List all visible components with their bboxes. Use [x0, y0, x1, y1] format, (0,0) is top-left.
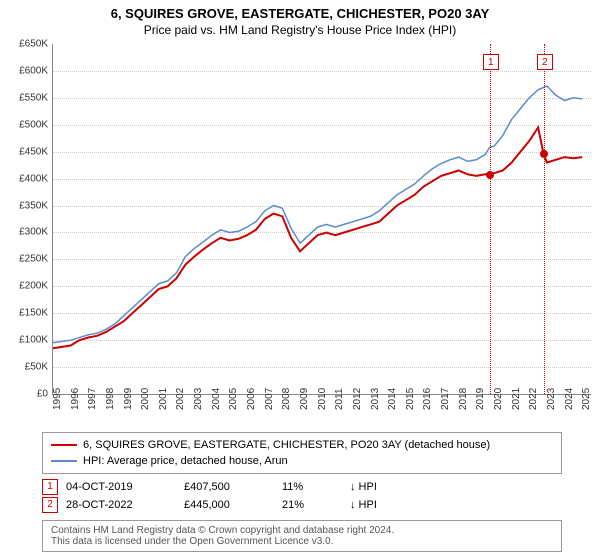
event-marker-line	[544, 44, 545, 394]
event-marker-2: 2	[42, 497, 58, 513]
y-axis-label: £650K	[0, 39, 48, 50]
x-axis-label: 1999	[123, 388, 134, 410]
x-axis-label: 2000	[140, 388, 151, 410]
event-price-1: £407,500	[184, 478, 274, 496]
x-axis-label: 2016	[422, 388, 433, 410]
x-axis-label: 2025	[581, 388, 592, 410]
x-axis-label: 2008	[281, 388, 292, 410]
x-axis-label: 2001	[158, 388, 169, 410]
x-axis-label: 2018	[458, 388, 469, 410]
event-row-1: 1 04-OCT-2019 £407,500 11% ↓ HPI	[42, 478, 562, 496]
legend-box: 6, SQUIRES GROVE, EASTERGATE, CHICHESTER…	[42, 432, 562, 474]
x-axis-label: 2020	[493, 388, 504, 410]
y-axis-label: £300K	[0, 227, 48, 238]
x-axis-label: 2002	[175, 388, 186, 410]
event-marker-box: 2	[537, 54, 553, 70]
event-marker-dot	[540, 150, 548, 158]
x-axis-label: 2014	[387, 388, 398, 410]
x-axis-label: 2011	[334, 388, 345, 410]
x-axis-label: 2007	[264, 388, 275, 410]
legend-swatch-2	[51, 460, 77, 462]
x-axis-label: 2015	[405, 388, 416, 410]
event-table: 1 04-OCT-2019 £407,500 11% ↓ HPI 2 28-OC…	[42, 478, 562, 514]
legend-swatch-1	[51, 444, 77, 446]
y-axis-label: £250K	[0, 254, 48, 265]
event-date-2: 28-OCT-2022	[66, 496, 176, 514]
event-marker-dot	[486, 171, 494, 179]
y-axis-label: £450K	[0, 146, 48, 157]
event-price-2: £445,000	[184, 496, 274, 514]
x-axis-label: 2021	[511, 388, 522, 410]
x-axis-label: 2023	[546, 388, 557, 410]
chart-plot-area: 12	[52, 44, 591, 395]
chart-lines	[53, 44, 591, 394]
x-axis-label: 2009	[299, 388, 310, 410]
legend-label-2: HPI: Average price, detached house, Arun	[83, 453, 288, 469]
legend-label-1: 6, SQUIRES GROVE, EASTERGATE, CHICHESTER…	[83, 437, 490, 453]
footer-line1: Contains HM Land Registry data © Crown c…	[51, 525, 553, 536]
x-axis-label: 2022	[528, 388, 539, 410]
x-axis-label: 2004	[211, 388, 222, 410]
y-axis-label: £150K	[0, 308, 48, 319]
x-axis-label: 1998	[105, 388, 116, 410]
legend-row-series1: 6, SQUIRES GROVE, EASTERGATE, CHICHESTER…	[51, 437, 553, 453]
x-axis-label: 1996	[70, 388, 81, 410]
footer-attribution: Contains HM Land Registry data © Crown c…	[42, 520, 562, 552]
y-axis-label: £200K	[0, 281, 48, 292]
event-pct-2: 21%	[282, 496, 342, 514]
event-pct-1: 11%	[282, 478, 342, 496]
x-axis-label: 2012	[352, 388, 363, 410]
y-axis-label: £400K	[0, 173, 48, 184]
x-axis-label: 2005	[228, 388, 239, 410]
x-axis-label: 2017	[440, 388, 451, 410]
x-axis-label: 2019	[475, 388, 486, 410]
y-axis-label: £600K	[0, 65, 48, 76]
legend-row-series2: HPI: Average price, detached house, Arun	[51, 453, 553, 469]
chart-title: 6, SQUIRES GROVE, EASTERGATE, CHICHESTER…	[0, 0, 600, 21]
event-hpi-1: ↓ HPI	[350, 478, 377, 496]
event-hpi-2: ↓ HPI	[350, 496, 377, 514]
y-axis-label: £100K	[0, 335, 48, 346]
y-axis-label: £350K	[0, 200, 48, 211]
event-marker-1: 1	[42, 479, 58, 495]
x-axis-label: 2010	[317, 388, 328, 410]
x-axis-label: 1997	[87, 388, 98, 410]
event-marker-box: 1	[483, 54, 499, 70]
x-axis-label: 2006	[246, 388, 257, 410]
y-axis-label: £0	[0, 389, 48, 400]
series-hpi	[53, 86, 582, 343]
x-axis-label: 2003	[193, 388, 204, 410]
chart-subtitle: Price paid vs. HM Land Registry's House …	[0, 21, 600, 41]
y-axis-label: £550K	[0, 92, 48, 103]
x-axis-label: 1995	[52, 388, 63, 410]
y-axis-label: £500K	[0, 119, 48, 130]
y-axis-label: £50K	[0, 362, 48, 373]
event-row-2: 2 28-OCT-2022 £445,000 21% ↓ HPI	[42, 496, 562, 514]
footer-line2: This data is licensed under the Open Gov…	[51, 536, 553, 547]
x-axis-label: 2013	[370, 388, 381, 410]
event-date-1: 04-OCT-2019	[66, 478, 176, 496]
event-marker-line	[490, 44, 491, 394]
x-axis-label: 2024	[564, 388, 575, 410]
series-property	[53, 128, 582, 349]
